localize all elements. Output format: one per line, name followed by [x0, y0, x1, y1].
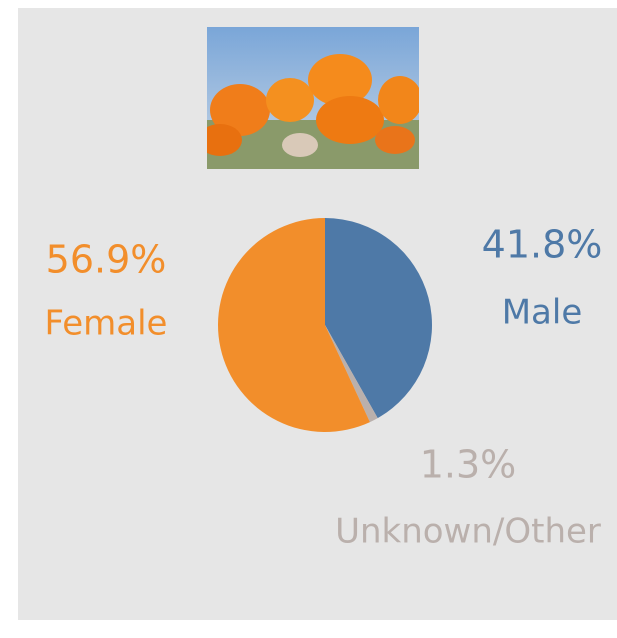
page: 41.8%Male1.3%Unknown/Other56.9%Female ((…	[0, 0, 617, 638]
slice-percent-label: 41.8%	[482, 223, 603, 267]
slice-category-label: Female	[45, 304, 168, 344]
slice-percent-label: 56.9%	[46, 238, 167, 282]
slice-category-label: Male	[502, 293, 583, 333]
poppy-photo	[198, 27, 422, 169]
slice-category-label: Unknown/Other	[335, 512, 601, 552]
chart: 41.8% Male 1.3% Unknown/Other 56.9% Female	[0, 0, 617, 638]
slice-percent-label: 1.3%	[420, 443, 517, 487]
